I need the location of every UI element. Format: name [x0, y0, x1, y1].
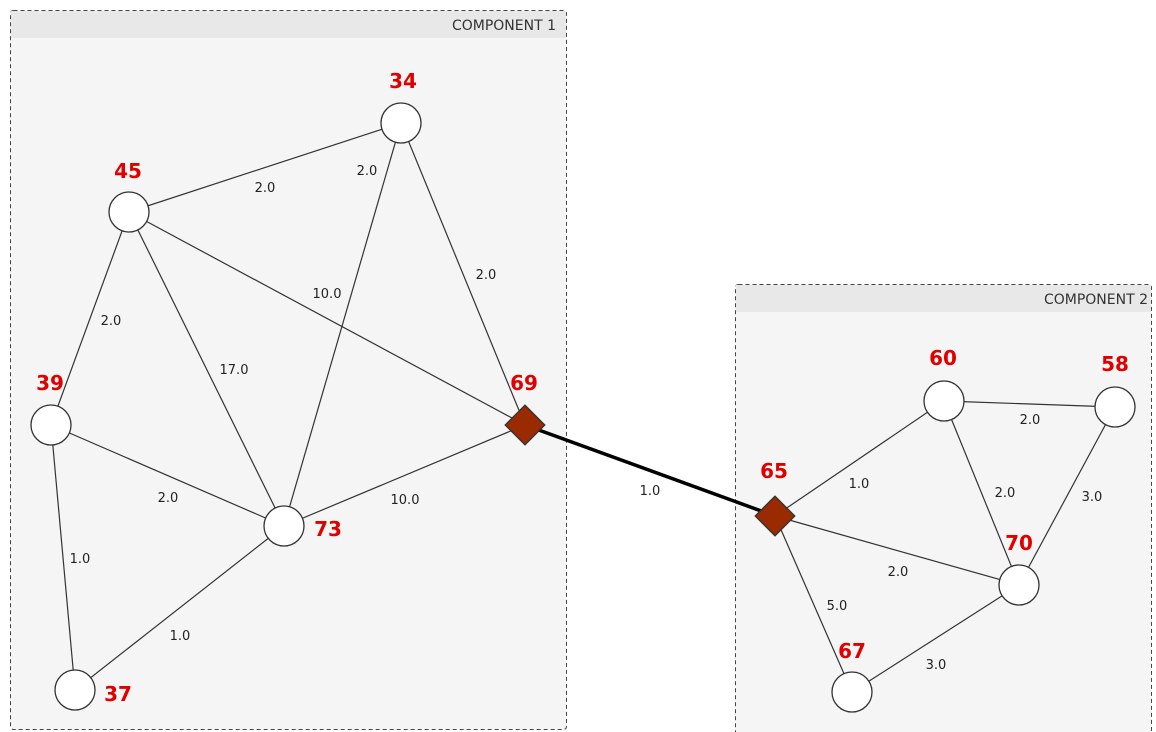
- edge: [50, 211, 130, 426]
- edge: [128, 122, 402, 213]
- edge-label: 1.0: [640, 484, 661, 499]
- component-box: [735, 284, 1152, 732]
- edge-label: 3.0: [926, 658, 947, 673]
- edge-label: 2.0: [888, 565, 909, 580]
- node: [923, 380, 965, 422]
- edge: [283, 424, 526, 527]
- edge-label: 10.0: [391, 493, 420, 508]
- edge: [943, 400, 1116, 408]
- edge-label: 2.0: [995, 486, 1016, 501]
- node: [54, 669, 96, 711]
- edge: [774, 400, 945, 517]
- node: [30, 404, 72, 446]
- edge-label: 5.0: [827, 599, 848, 614]
- edge-label: 1.0: [849, 477, 870, 492]
- node-label: 70: [1005, 531, 1033, 555]
- node: [831, 671, 873, 713]
- edge: [128, 211, 526, 426]
- component-title: COMPONENT 1: [452, 18, 556, 34]
- component-title: COMPONENT 2: [1044, 292, 1148, 308]
- edge: [943, 400, 1020, 586]
- node-diamond: [504, 404, 546, 446]
- node-diamond: [754, 495, 796, 537]
- edge: [50, 424, 76, 691]
- node: [998, 564, 1040, 606]
- node: [263, 505, 305, 547]
- component-box: [10, 10, 567, 730]
- node-label: 37: [104, 682, 132, 706]
- edge: [774, 515, 853, 693]
- node-label: 73: [314, 517, 342, 541]
- edge: [400, 122, 526, 426]
- edge: [774, 515, 1020, 586]
- edge-label: 2.0: [476, 268, 497, 283]
- node-label: 58: [1101, 352, 1129, 376]
- node-label: 60: [929, 346, 957, 370]
- edge-label: 2.0: [101, 314, 122, 329]
- edge-label: 2.0: [255, 181, 276, 196]
- node: [1094, 386, 1136, 428]
- edge: [1018, 406, 1116, 586]
- edge: [851, 584, 1020, 693]
- edge-label: 2.0: [158, 491, 179, 506]
- edge-label: 17.0: [220, 363, 249, 378]
- node-label: 69: [510, 371, 538, 395]
- edge-label: 1.0: [170, 629, 191, 644]
- node-label: 67: [838, 639, 866, 663]
- node: [380, 102, 422, 144]
- edge-label: 2.0: [357, 164, 378, 179]
- edge-label: 1.0: [70, 552, 91, 567]
- node-label: 65: [760, 459, 788, 483]
- edge: [283, 122, 402, 527]
- edge: [128, 211, 285, 527]
- edge-label: 10.0: [313, 287, 342, 302]
- node: [108, 191, 150, 233]
- edge: [50, 424, 285, 527]
- edge-label: 3.0: [1082, 490, 1103, 505]
- node-label: 39: [36, 371, 64, 395]
- node-label: 34: [389, 69, 417, 93]
- edge: [74, 525, 285, 691]
- edge-label: 2.0: [1020, 413, 1041, 428]
- node-label: 45: [114, 159, 142, 183]
- edge: [524, 423, 776, 518]
